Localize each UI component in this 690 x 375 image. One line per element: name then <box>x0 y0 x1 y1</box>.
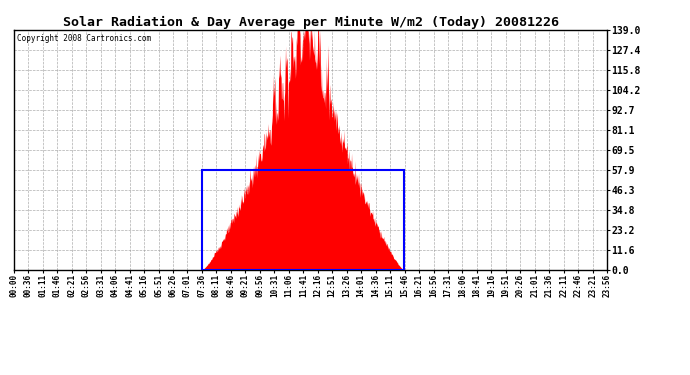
Text: Copyright 2008 Cartronics.com: Copyright 2008 Cartronics.com <box>17 34 151 43</box>
Bar <box>202 170 404 270</box>
Title: Solar Radiation & Day Average per Minute W/m2 (Today) 20081226: Solar Radiation & Day Average per Minute… <box>63 16 558 29</box>
